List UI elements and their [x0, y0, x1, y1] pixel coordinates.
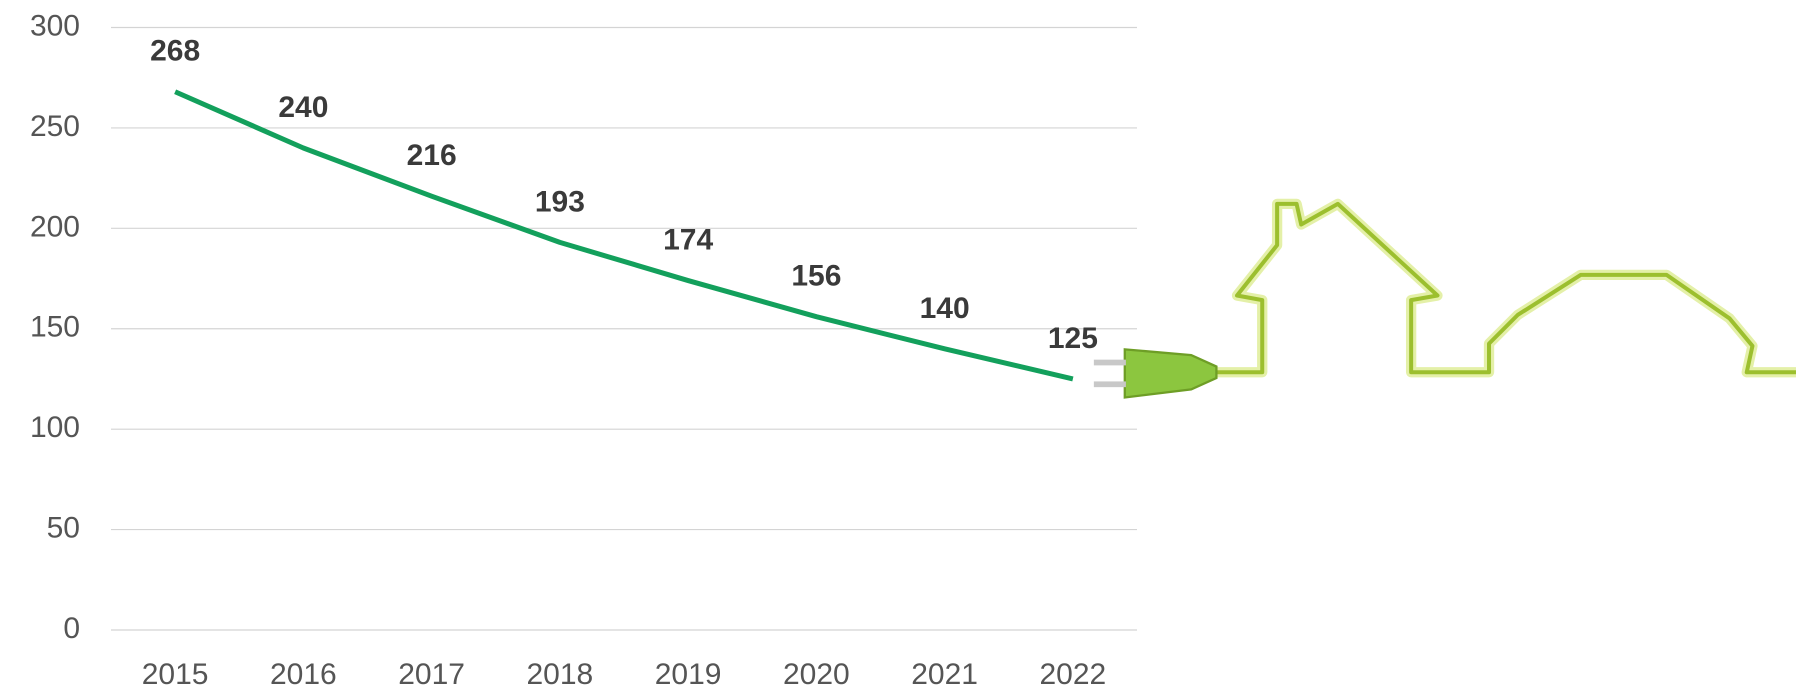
data-label: 193	[535, 185, 585, 218]
data-label: 140	[920, 292, 970, 325]
x-tick-label: 2017	[398, 658, 465, 691]
data-label: 268	[150, 35, 200, 68]
house-cord-glow	[1214, 204, 1796, 372]
x-tick-label: 2019	[655, 658, 722, 691]
y-tick-label: 0	[63, 612, 80, 645]
data-label: 174	[663, 223, 713, 256]
y-tick-label: 300	[30, 9, 80, 42]
data-label: 156	[791, 260, 841, 293]
plug	[1125, 349, 1217, 397]
y-tick-label: 100	[30, 411, 80, 444]
page: 0 50 100 150 200 250 300 2015 2016 2017 2018 2019 20…	[0, 0, 1796, 691]
x-tick-label: 2021	[911, 658, 978, 691]
y-tick-label: 200	[30, 210, 80, 243]
data-label: 125	[1048, 322, 1098, 355]
x-tick-label: 2016	[270, 658, 337, 691]
decoration	[1094, 204, 1796, 398]
x-tick-label: 2015	[142, 658, 209, 691]
plug-prong	[1094, 360, 1126, 366]
data-line	[175, 92, 1073, 379]
y-tick-label: 50	[47, 512, 80, 545]
plug-prong	[1094, 381, 1126, 387]
x-tick-label: 2020	[783, 658, 850, 691]
x-tick-label: 2018	[527, 658, 594, 691]
y-tick-label: 150	[30, 311, 80, 344]
data-label: 216	[407, 139, 457, 172]
data-label: 240	[278, 91, 328, 124]
x-tick-label: 2022	[1040, 658, 1107, 691]
y-tick-label: 250	[30, 110, 80, 143]
chart: 0 50 100 150 200 250 300 2015 2016 2017 2018 2019 20…	[0, 0, 1796, 691]
